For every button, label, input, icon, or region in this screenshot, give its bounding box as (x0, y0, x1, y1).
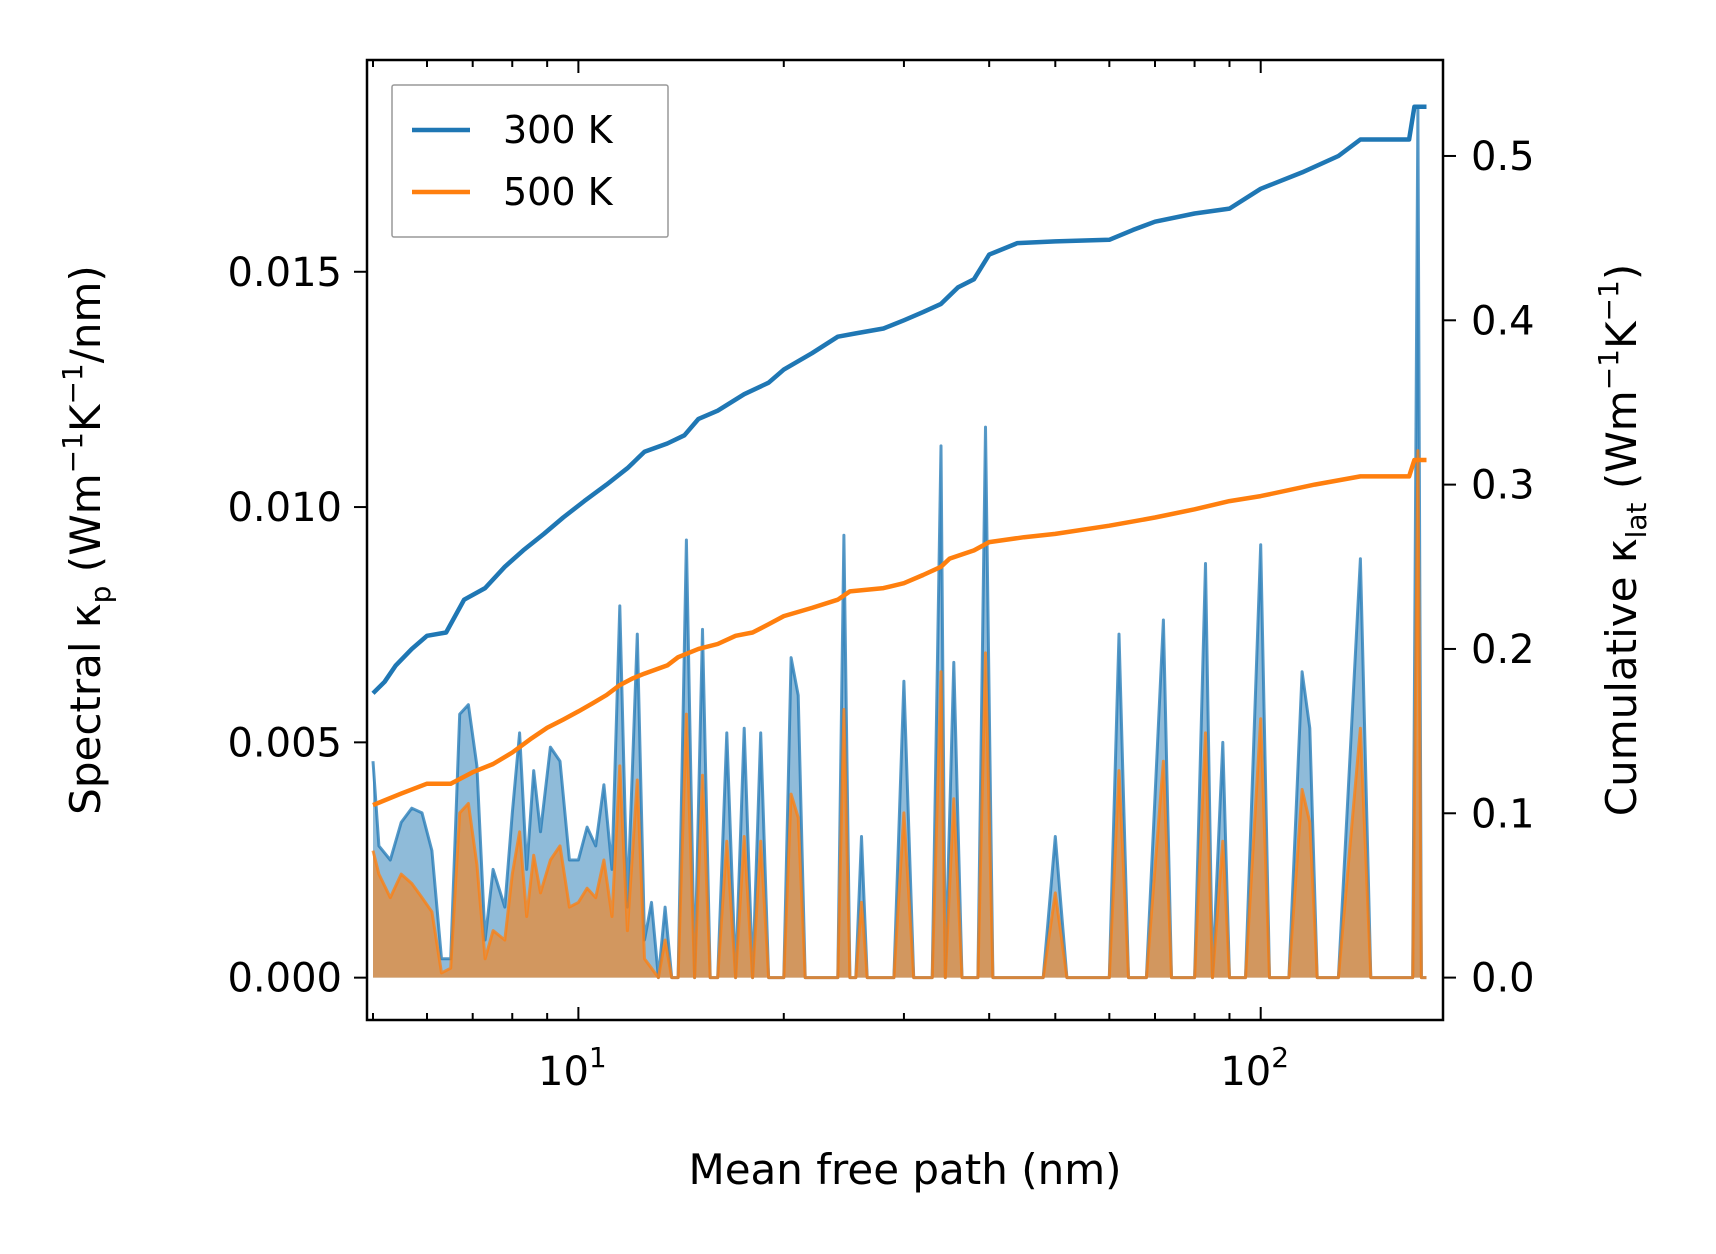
y-right-axis-title-e2: −1 (1592, 280, 1625, 321)
y-left-axis-title-e1: −1 (56, 432, 89, 473)
y-right-axis-title: Cumulative κlat (Wm−1K−1) (1592, 264, 1653, 816)
x-tick-exponent: 2 (1271, 1041, 1289, 1074)
x-tick-base: 10 (1220, 1049, 1271, 1095)
y-left-axis-title-main: Spectral κ (61, 603, 110, 815)
y-right-axis-title-mid: K (1597, 320, 1646, 349)
plot-frame (365, 58, 1445, 1022)
y-right-axis-title-e1: −1 (1592, 349, 1625, 390)
y-left-tick-label: 0.000 (227, 956, 342, 1002)
y-right-tick-label: 0.2 (1471, 627, 1535, 673)
y-right-axis-title-unit: (Wm (1597, 390, 1646, 502)
legend-box (391, 84, 669, 238)
spectral-area-1 (373, 450, 1427, 978)
legend-label-1: 500 K (503, 170, 614, 214)
y-left-tick-label: 0.005 (227, 720, 342, 766)
axis-titles: Mean free path (nm)Spectral κp (Wm−1K−1/… (56, 264, 1653, 1194)
y-left-axis-title: Spectral κp (Wm−1K−1/nm) (56, 265, 117, 815)
y-right-axis-title-main: Cumulative κ (1597, 538, 1646, 816)
y-right-tick-label: 0.3 (1471, 463, 1535, 509)
spectral-fills (371, 105, 1427, 980)
cumulative-line-1 (372, 457, 1427, 808)
y-right-axis-title-tail: ) (1597, 264, 1646, 280)
y-right-tick-label: 0.0 (1471, 956, 1535, 1002)
axes: 101 1020.0000.0050.0100.0150.00.10.20.30.… (227, 58, 1535, 1095)
y-left-axis-title-sub: p (84, 586, 117, 604)
x-tick-exponent: 1 (589, 1041, 607, 1074)
legend-label-0: 300 K (503, 108, 614, 152)
y-left-axis-title-tail: /nm) (61, 265, 110, 363)
y-right-axis-title-sub: lat (1620, 502, 1653, 538)
cumulative-lines (371, 104, 1427, 808)
x-axis-title: Mean free path (nm) (688, 1145, 1121, 1194)
y-left-tick-label: 0.015 (227, 250, 342, 296)
cumulative-line-0 (371, 104, 1427, 695)
y-right-tick-label: 0.5 (1471, 134, 1535, 180)
spectral-line-1 (371, 449, 1427, 980)
y-right-tick-label: 0.1 (1471, 791, 1535, 837)
y-right-tick-label: 0.4 (1471, 298, 1535, 344)
y-left-axis-title-mid: K (61, 403, 110, 432)
legend: 300 K 500 K (391, 84, 669, 238)
x-tick-label: 101 (538, 1041, 607, 1095)
x-tick-base: 10 (538, 1049, 589, 1095)
y-left-axis-title-unit: (Wm (61, 473, 110, 585)
y-left-tick-label: 0.010 (227, 485, 342, 531)
x-tick-label: 102 (1220, 1041, 1289, 1095)
y-left-axis-title-e2: −1 (56, 363, 89, 404)
